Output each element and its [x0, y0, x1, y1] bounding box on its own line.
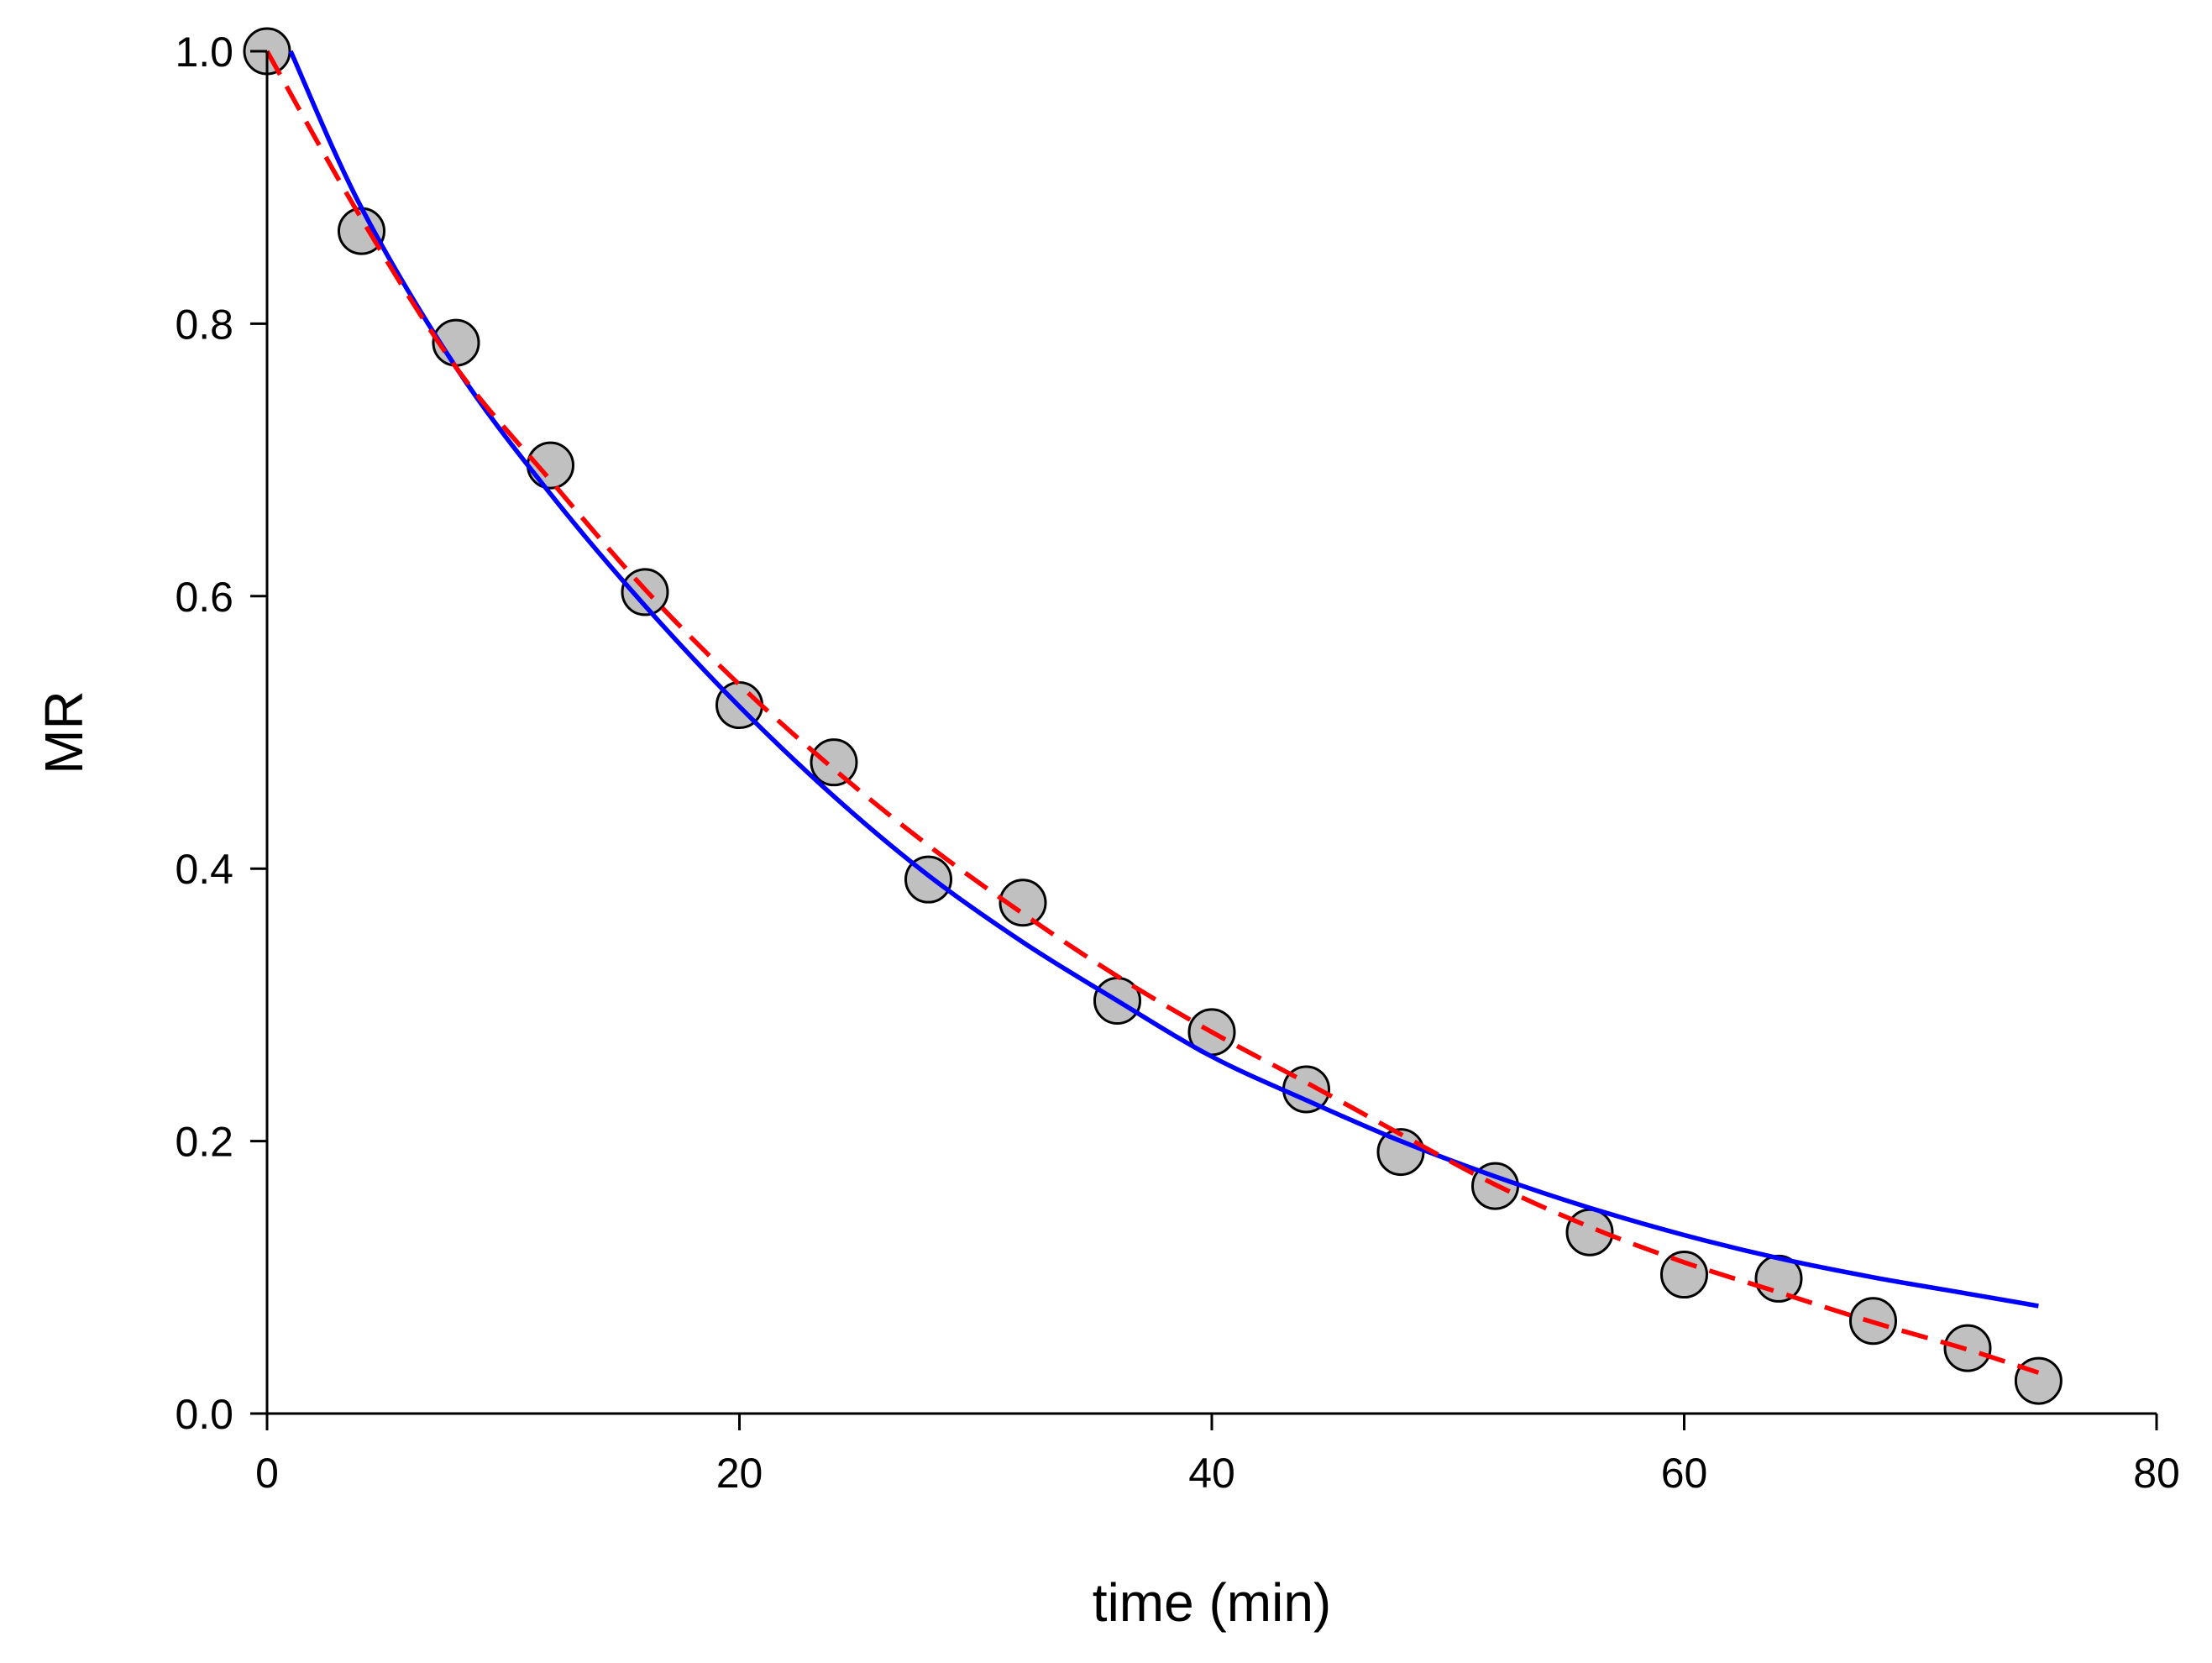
- data-point: [810, 738, 858, 787]
- x-axis: 0 20 40 60 80: [255, 1412, 2180, 1497]
- data-point: [1943, 1324, 1992, 1372]
- y-axis: 0.0 0.2 0.4 0.6 0.8 1.0: [175, 29, 269, 1438]
- y-tick-label: 0.8: [175, 301, 233, 348]
- plot-area: [243, 27, 2063, 1405]
- y-tick-label: 1.0: [175, 29, 233, 76]
- x-tick-label: 80: [2133, 1450, 2180, 1497]
- y-tick-label: 0.4: [175, 846, 233, 893]
- solid-fit-line: [288, 50, 2039, 1309]
- data-point: [1660, 1251, 1708, 1299]
- x-tick-label: 40: [1188, 1450, 1235, 1497]
- dashed-fit-line: [265, 50, 2040, 1375]
- y-tick-label: 0.6: [175, 574, 233, 621]
- x-tick-label: 0: [255, 1450, 279, 1497]
- x-axis-title: time (min): [1093, 1572, 1331, 1633]
- y-axis-title: MR: [34, 690, 94, 774]
- y-tick-label: 0.2: [175, 1119, 233, 1166]
- x-tick-label: 20: [716, 1450, 763, 1497]
- x-tick-label: 60: [1661, 1450, 1708, 1497]
- y-tick-label: 0.0: [175, 1391, 233, 1438]
- data-point: [999, 879, 1047, 927]
